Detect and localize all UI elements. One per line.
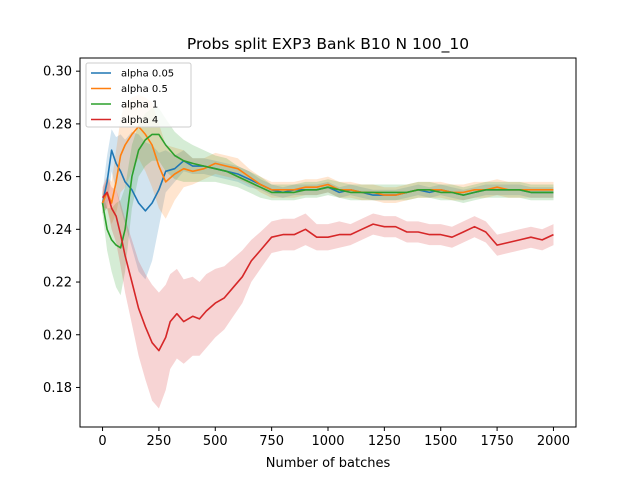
x-axis: 0 250 500 750 1000 1250 1500 1750 2000 bbox=[98, 427, 570, 449]
x-tick-label: 1750 bbox=[481, 434, 514, 449]
legend-label-alpha-0-5: alpha 0.5 bbox=[121, 84, 168, 95]
legend: alpha 0.05 alpha 0.5 alpha 1 alpha 4 bbox=[85, 62, 192, 128]
y-tick-label: 0.24 bbox=[43, 223, 72, 238]
x-tick-label: 1250 bbox=[368, 434, 401, 449]
chart-title: Probs split EXP3 Bank B10 N 100_10 bbox=[187, 35, 469, 54]
y-tick-label: 0.28 bbox=[43, 117, 72, 132]
x-tick-label: 1000 bbox=[311, 434, 344, 449]
x-tick-label: 750 bbox=[259, 434, 284, 449]
legend-label-alpha-1: alpha 1 bbox=[121, 100, 158, 111]
x-tick-label: 500 bbox=[203, 434, 228, 449]
line-alpha-0-5 bbox=[101, 125, 554, 204]
legend-label-alpha-4: alpha 4 bbox=[121, 115, 158, 126]
line-alpha-1 bbox=[101, 133, 554, 249]
x-tick-label: 2000 bbox=[537, 434, 570, 449]
y-tick-label: 0.26 bbox=[43, 170, 72, 185]
y-tick-label: 0.22 bbox=[43, 276, 72, 291]
x-tick-label: 1500 bbox=[424, 434, 457, 449]
legend-label-alpha-0-05: alpha 0.05 bbox=[121, 69, 174, 80]
band-alpha-0-05 bbox=[102, 129, 554, 280]
legend-box bbox=[85, 62, 192, 128]
lines-layer bbox=[101, 125, 554, 352]
y-tick-label: 0.30 bbox=[43, 65, 72, 80]
y-axis: 0.18 0.20 0.22 0.24 0.26 0.28 0.30 bbox=[43, 65, 80, 396]
line-alpha-4 bbox=[101, 191, 554, 352]
x-axis-label: Number of batches bbox=[266, 456, 391, 471]
y-tick-label: 0.20 bbox=[43, 328, 72, 343]
x-tick-label: 250 bbox=[146, 434, 171, 449]
x-tick-label: 0 bbox=[98, 434, 106, 449]
y-tick-label: 0.18 bbox=[43, 381, 72, 396]
